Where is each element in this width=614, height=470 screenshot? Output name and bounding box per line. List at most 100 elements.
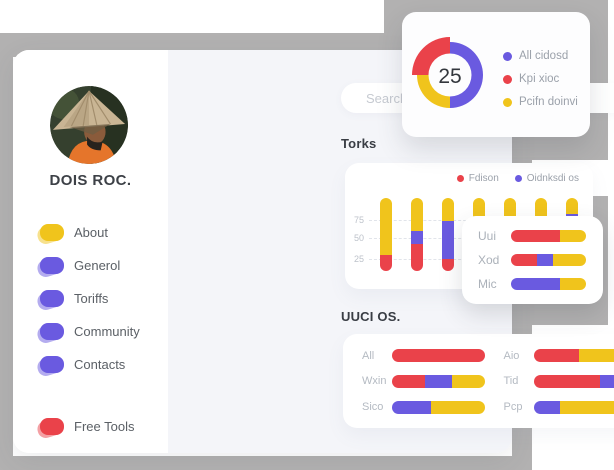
- row-label: Pcp: [503, 401, 523, 414]
- row-label: Aio: [503, 349, 520, 362]
- hbar-wxin: [392, 374, 485, 388]
- donut-slice-red: [412, 37, 450, 75]
- hbar-sico: [392, 400, 485, 414]
- donut-slice-yellow: [417, 75, 450, 108]
- bar-segment-red: [533, 349, 579, 363]
- legend-dot-icon: [514, 175, 522, 182]
- profile-name: DOIS ROC.: [49, 172, 132, 189]
- bar-segment-purple: [411, 230, 423, 244]
- legend-item: Pcifn doinvi: [503, 96, 578, 108]
- legend-item: Fdison: [456, 173, 499, 184]
- menu-blob-icon: [40, 224, 64, 241]
- legend-label: Oidnksdi os: [526, 173, 579, 184]
- menu-label: Contacts: [74, 357, 126, 372]
- bar-segment-yellow: [566, 198, 578, 215]
- bar-segment-purple: [533, 400, 561, 414]
- hbar-aio: [533, 349, 614, 363]
- menu-blob-icon: [40, 418, 64, 435]
- y-tick-25: 25: [353, 254, 364, 264]
- bar-segment-red: [411, 243, 423, 271]
- uuci-row-aio: Aio: [503, 349, 614, 363]
- sidebar-item-contacts[interactable]: Contacts: [13, 348, 168, 381]
- sidebar-item-about[interactable]: About: [13, 216, 168, 249]
- row-label: Sico: [362, 401, 384, 414]
- bar-segment-yellow: [560, 400, 614, 414]
- row-label: Xod: [478, 253, 500, 267]
- sidebar-item-community[interactable]: Community: [13, 315, 168, 348]
- bar-segment-yellow: [430, 400, 485, 414]
- bar-segment-purple: [536, 254, 553, 266]
- sidebar-item-free-tools[interactable]: Free Tools: [13, 410, 168, 443]
- bar-segment-red: [392, 349, 485, 363]
- row-label: Tid: [503, 375, 519, 388]
- bar-segment-purple: [425, 374, 453, 388]
- mini-row-mic: Mic: [478, 277, 586, 291]
- bar-segment-red: [442, 259, 454, 271]
- bg-shape-bottom-band: [0, 456, 532, 470]
- legend-item: All cidosd: [503, 50, 578, 62]
- legend-label: Kpi xioc: [519, 73, 560, 85]
- bar-segment-purple: [392, 400, 431, 414]
- legend-item: Oidnksdi os: [514, 173, 579, 184]
- legend-dot-icon: [456, 175, 464, 182]
- bar-segment-red: [511, 230, 560, 242]
- bar-segment-yellow: [559, 230, 586, 242]
- menu-blob-icon: [40, 257, 64, 274]
- bar-segment-red: [511, 254, 537, 266]
- bar-segment-yellow: [553, 254, 586, 266]
- bar-segment-yellow: [559, 278, 586, 290]
- uuci-row-all: All: [362, 349, 485, 363]
- uuci-row-pcp: Pcp: [503, 400, 614, 414]
- bar-segment-red: [392, 374, 426, 388]
- sidebar-item-toriffs[interactable]: Toriffs: [13, 282, 168, 315]
- bar-segment-yellow: [578, 349, 614, 363]
- legend-dot-icon: [503, 74, 512, 84]
- donut-chart: 25: [412, 37, 483, 108]
- uuci-row-tid: Tid: [503, 374, 614, 388]
- avatar-illustration: [50, 86, 128, 164]
- menu-label: Free Tools: [74, 419, 135, 434]
- hbar-xod: [511, 254, 586, 266]
- torks-legend: Fdison Oidnksdi os: [456, 173, 579, 184]
- y-tick-75: 75: [353, 215, 364, 225]
- uuci-chart-card: All Aio Wxin Tid Sico: [343, 334, 614, 428]
- stacked-bar-1: [380, 198, 392, 271]
- stacked-bar-3: [442, 198, 454, 271]
- legend-label: Pcifn doinvi: [519, 96, 578, 108]
- legend-dot-icon: [503, 51, 512, 61]
- bar-segment-purple: [442, 220, 454, 260]
- bar-segment-yellow: [380, 198, 392, 255]
- bar-segment-purple: [511, 278, 560, 290]
- stacked-bar-2: [411, 198, 423, 271]
- donut-slice-purple: [450, 42, 483, 108]
- mini-stats-card: Uui Xod Mic: [462, 216, 603, 304]
- row-label: Wxin: [362, 375, 387, 388]
- donut-value: 25: [438, 65, 461, 88]
- legend-dot-icon: [503, 97, 512, 107]
- y-tick-50: 50: [353, 233, 364, 243]
- bar-segment-yellow: [411, 198, 423, 231]
- bar-segment-red: [533, 374, 601, 388]
- hbar-all: [392, 349, 485, 363]
- uuci-section-title: UUCI OS.: [341, 309, 401, 324]
- bar-segment-yellow: [442, 198, 454, 221]
- menu-label: Toriffs: [74, 291, 109, 306]
- bar-segment-purple: [600, 374, 614, 388]
- torks-section-title: Torks: [341, 136, 377, 151]
- legend-label: Fdison: [468, 173, 499, 184]
- sidebar-item-generol[interactable]: Generol: [13, 249, 168, 282]
- legend-label: All cidosd: [519, 50, 569, 62]
- menu-blob-icon: [40, 290, 64, 307]
- hbar-uui: [511, 230, 586, 242]
- menu-blob-icon: [40, 356, 64, 373]
- sidebar-menu: About Generol Toriffs Community Contacts: [13, 216, 168, 443]
- mini-row-uui: Uui: [478, 229, 586, 243]
- donut-stats-card: 25 All cidosd Kpi xioc Pcifn doinvi: [402, 12, 590, 137]
- row-label: Mic: [478, 277, 497, 291]
- user-avatar[interactable]: [50, 86, 128, 164]
- mini-row-xod: Xod: [478, 253, 586, 267]
- bg-shape-left-strip: [0, 33, 13, 470]
- bar-segment-red: [380, 254, 392, 271]
- hbar-tid: [533, 374, 614, 388]
